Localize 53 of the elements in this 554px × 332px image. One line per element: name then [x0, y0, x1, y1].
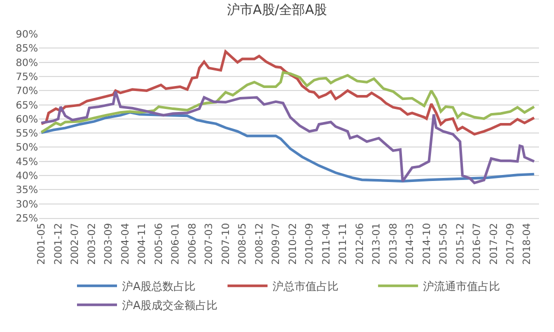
- chart-title: 沪市A股/全部A股: [226, 2, 328, 18]
- x-tick-label: 2014-10: [422, 223, 433, 265]
- x-tick-label: 2013-01: [372, 223, 383, 265]
- legend-label: 沪A股总数占比: [122, 280, 196, 294]
- y-tick-label: 40%: [16, 171, 38, 182]
- x-tick-label: 2003-09: [104, 223, 115, 265]
- y-tick-label: 55%: [16, 128, 38, 140]
- x-tick-label: 2013-08: [388, 223, 400, 265]
- y-tick-label: 65%: [16, 100, 38, 112]
- x-tick-label: 2015-12: [455, 223, 466, 265]
- x-tick-label: 2007-03: [204, 223, 216, 265]
- y-tick-label: 85%: [16, 44, 38, 55]
- x-tick-label: 2005-06: [154, 223, 165, 265]
- y-tick-label: 80%: [16, 58, 38, 69]
- legend-label: 沪A股成交金额占比: [122, 299, 218, 312]
- y-tick-label: 50%: [16, 142, 38, 154]
- x-tick-label: 2011-04: [321, 223, 332, 265]
- x-tick-label: 2006-08: [187, 223, 198, 265]
- y-tick-label: 90%: [16, 30, 38, 40]
- x-tick-label: 2011-11: [338, 223, 350, 265]
- x-tick-label: 2008-12: [254, 223, 266, 265]
- x-tick-label: 2007-10: [220, 223, 232, 265]
- x-tick-label: 2017-09: [506, 223, 517, 265]
- x-tick-label: 2017-02: [488, 223, 500, 265]
- x-tick-label: 2015-05: [438, 223, 450, 265]
- x-tick-label: 2016-07: [472, 223, 484, 265]
- x-tick-label: 2018-04: [522, 223, 534, 265]
- y-tick-label: 30%: [16, 199, 38, 210]
- y-tick-label: 60%: [16, 114, 38, 126]
- y-tick-label: 35%: [16, 185, 38, 196]
- x-tick-label: 2003-02: [86, 223, 98, 265]
- line-series: [40, 90, 536, 184]
- x-tick-label: 2001-05: [36, 223, 48, 265]
- line-series: [40, 71, 536, 134]
- x-tick-label: 2010-02: [288, 223, 299, 265]
- x-tick-label: 2012-06: [354, 223, 366, 265]
- x-tick-label: 2001-12: [53, 223, 64, 265]
- x-tick-label: 2004-11: [137, 223, 148, 265]
- y-tick-label: 70%: [16, 86, 38, 98]
- y-tick-label: 75%: [16, 72, 38, 83]
- legend-label: 沪总市值占比: [272, 280, 339, 294]
- x-tick-label: 2009-07: [271, 223, 282, 265]
- line-series: [40, 50, 536, 136]
- line-series: [40, 111, 536, 182]
- x-tick-label: 2004-04: [120, 223, 132, 265]
- x-tick-label: 2008-05: [238, 223, 249, 265]
- y-tick-label: 25%: [16, 214, 38, 224]
- x-tick-label: 2014-03: [404, 223, 416, 265]
- x-tick-label: 2010-09: [304, 223, 316, 265]
- y-tick-label: 45%: [16, 156, 38, 168]
- legend-label: 沪流通市值占比: [423, 280, 500, 294]
- x-tick-label: 2006-01: [170, 223, 182, 265]
- x-tick-label: 2002-07: [70, 223, 82, 265]
